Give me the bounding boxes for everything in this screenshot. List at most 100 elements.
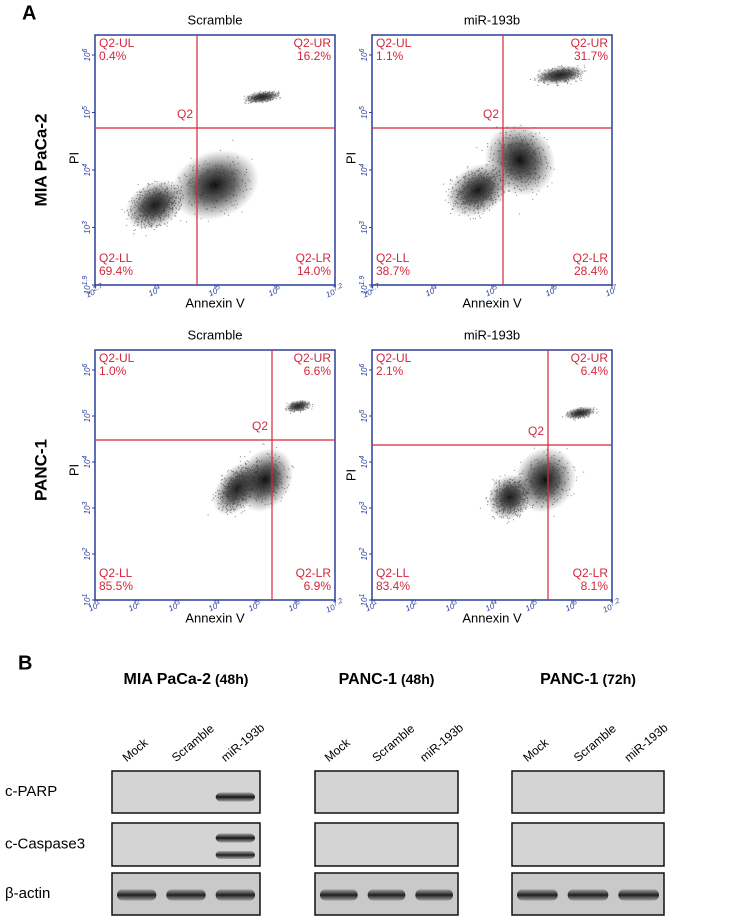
tick-exponent: 2 <box>134 599 141 607</box>
tick-label: 102 <box>404 599 420 614</box>
y-axis-label: PI <box>343 469 358 481</box>
tick-base: 10 <box>360 551 369 560</box>
tick-label: 101.9 <box>359 276 369 295</box>
tick-exponent: 7 <box>612 283 619 291</box>
quadrant-name: Q2-UL <box>99 351 135 365</box>
lane-label: Scramble <box>169 721 217 765</box>
tick-exponent: 3 <box>452 599 459 607</box>
tick-exponent: 4 <box>359 456 366 460</box>
tick-exponent: 7.2 <box>609 597 621 608</box>
density-cluster <box>514 447 576 513</box>
tick-label: 102.7 <box>361 282 383 300</box>
events <box>514 447 585 517</box>
tick-exponent: 6 <box>82 49 89 53</box>
tick-label: 105 <box>524 599 540 614</box>
tick-label: 107.2 <box>324 597 345 614</box>
tick-base: 10 <box>87 601 99 613</box>
flow-plot: miR-193b Annexin V PI Q2 Q2-UL2.1% Q2-UR6.4% Q… <box>343 327 622 625</box>
blot-title: PANC-1 (48h) <box>339 671 435 689</box>
quadrant-name: Q2-LR <box>296 251 332 265</box>
blot-band <box>517 889 558 901</box>
plot-title: Scramble <box>188 327 243 342</box>
tick-exponent: 1.9 <box>82 276 89 286</box>
tick-base: 10 <box>207 601 219 613</box>
tick-label: 102 <box>359 548 369 561</box>
blot-title: MIA PaCa-2 (48h) <box>124 671 249 689</box>
tick-label: 104 <box>359 164 369 177</box>
tick-label: 102.7 <box>84 282 106 300</box>
tick-label: 103 <box>359 502 369 515</box>
blot-background <box>511 822 665 867</box>
protein-label: c-Caspase3 <box>5 835 85 852</box>
tick-label: 107.2 <box>324 282 345 299</box>
tick-exponent: 1 <box>372 599 379 607</box>
tick-base: 10 <box>404 601 416 613</box>
events <box>243 90 282 104</box>
tick-exponent: 4 <box>432 284 439 292</box>
blot-band <box>367 889 406 901</box>
panel-label: A <box>22 2 36 24</box>
tick-label: 105 <box>359 410 369 423</box>
tick-base: 10 <box>83 109 92 118</box>
tick-base: 10 <box>360 597 369 606</box>
tick-exponent: 6 <box>359 49 366 53</box>
row-label: PANC-1 <box>31 439 50 501</box>
tick-label: 106 <box>82 49 92 62</box>
tick-label: 107.2 <box>601 597 622 614</box>
gate-label: Q2 <box>483 107 499 121</box>
tick-label: 103 <box>82 502 92 515</box>
tick-exponent: 1 <box>82 594 89 598</box>
tick-base: 10 <box>360 285 369 294</box>
events <box>530 64 587 87</box>
tick-label: 101 <box>364 599 380 614</box>
events <box>175 139 253 223</box>
tick-base: 10 <box>147 286 159 298</box>
tick-base: 10 <box>360 459 369 468</box>
tick-exponent: 3 <box>82 221 89 225</box>
x-axis-label: Annexin V <box>185 610 245 625</box>
blot-band <box>215 792 255 802</box>
quadrant-percent: 6.6% <box>304 364 332 378</box>
blot-band <box>215 851 255 859</box>
blot-band <box>618 889 659 901</box>
tick-base: 10 <box>83 459 92 468</box>
tick-label: 107 <box>604 283 621 298</box>
tick-base: 10 <box>364 601 376 613</box>
tick-base: 10 <box>267 286 279 298</box>
tick-base: 10 <box>601 603 613 615</box>
quadrant-name: Q2-LL <box>99 251 133 265</box>
tick-label: 106 <box>544 284 560 299</box>
tick-label: 106 <box>267 284 283 299</box>
quadrant-name: Q2-UR <box>571 36 609 50</box>
tick-base: 10 <box>484 286 496 298</box>
gate-label: Q2 <box>528 424 544 438</box>
tick-base: 10 <box>360 52 369 61</box>
quadrant-percent: 8.1% <box>581 579 609 593</box>
tick-base: 10 <box>167 601 179 613</box>
tick-label: 102 <box>82 548 92 561</box>
tick-exponent: 3 <box>82 502 89 506</box>
row-label: MIA PaCa-2 <box>31 114 50 207</box>
blot-title-part: PANC-1 <box>540 671 598 688</box>
blot-background <box>111 822 261 867</box>
tick-exponent: 5 <box>532 599 539 607</box>
tick-base: 10 <box>361 288 373 300</box>
blot-title-part: MIA PaCa-2 <box>124 671 212 688</box>
blot-background <box>314 770 459 814</box>
tick-label: 105 <box>247 599 263 614</box>
tick-exponent: 2 <box>411 599 418 607</box>
tick-label: 104 <box>359 456 369 469</box>
tick-label: 104 <box>147 284 163 299</box>
tick-exponent: 2.7 <box>368 282 382 293</box>
tick-base: 10 <box>83 167 92 176</box>
blot-band <box>215 889 255 901</box>
tick-label: 104 <box>82 456 92 469</box>
quadrant-name: Q2-LR <box>573 566 609 580</box>
tick-exponent: 4 <box>82 164 89 168</box>
tick-exponent: 6 <box>82 364 89 368</box>
blot-title: PANC-1 (72h) <box>540 671 636 689</box>
plot-frame <box>94 349 336 601</box>
tick-base: 10 <box>360 413 369 422</box>
quadrant-percent: 0.4% <box>99 49 127 63</box>
